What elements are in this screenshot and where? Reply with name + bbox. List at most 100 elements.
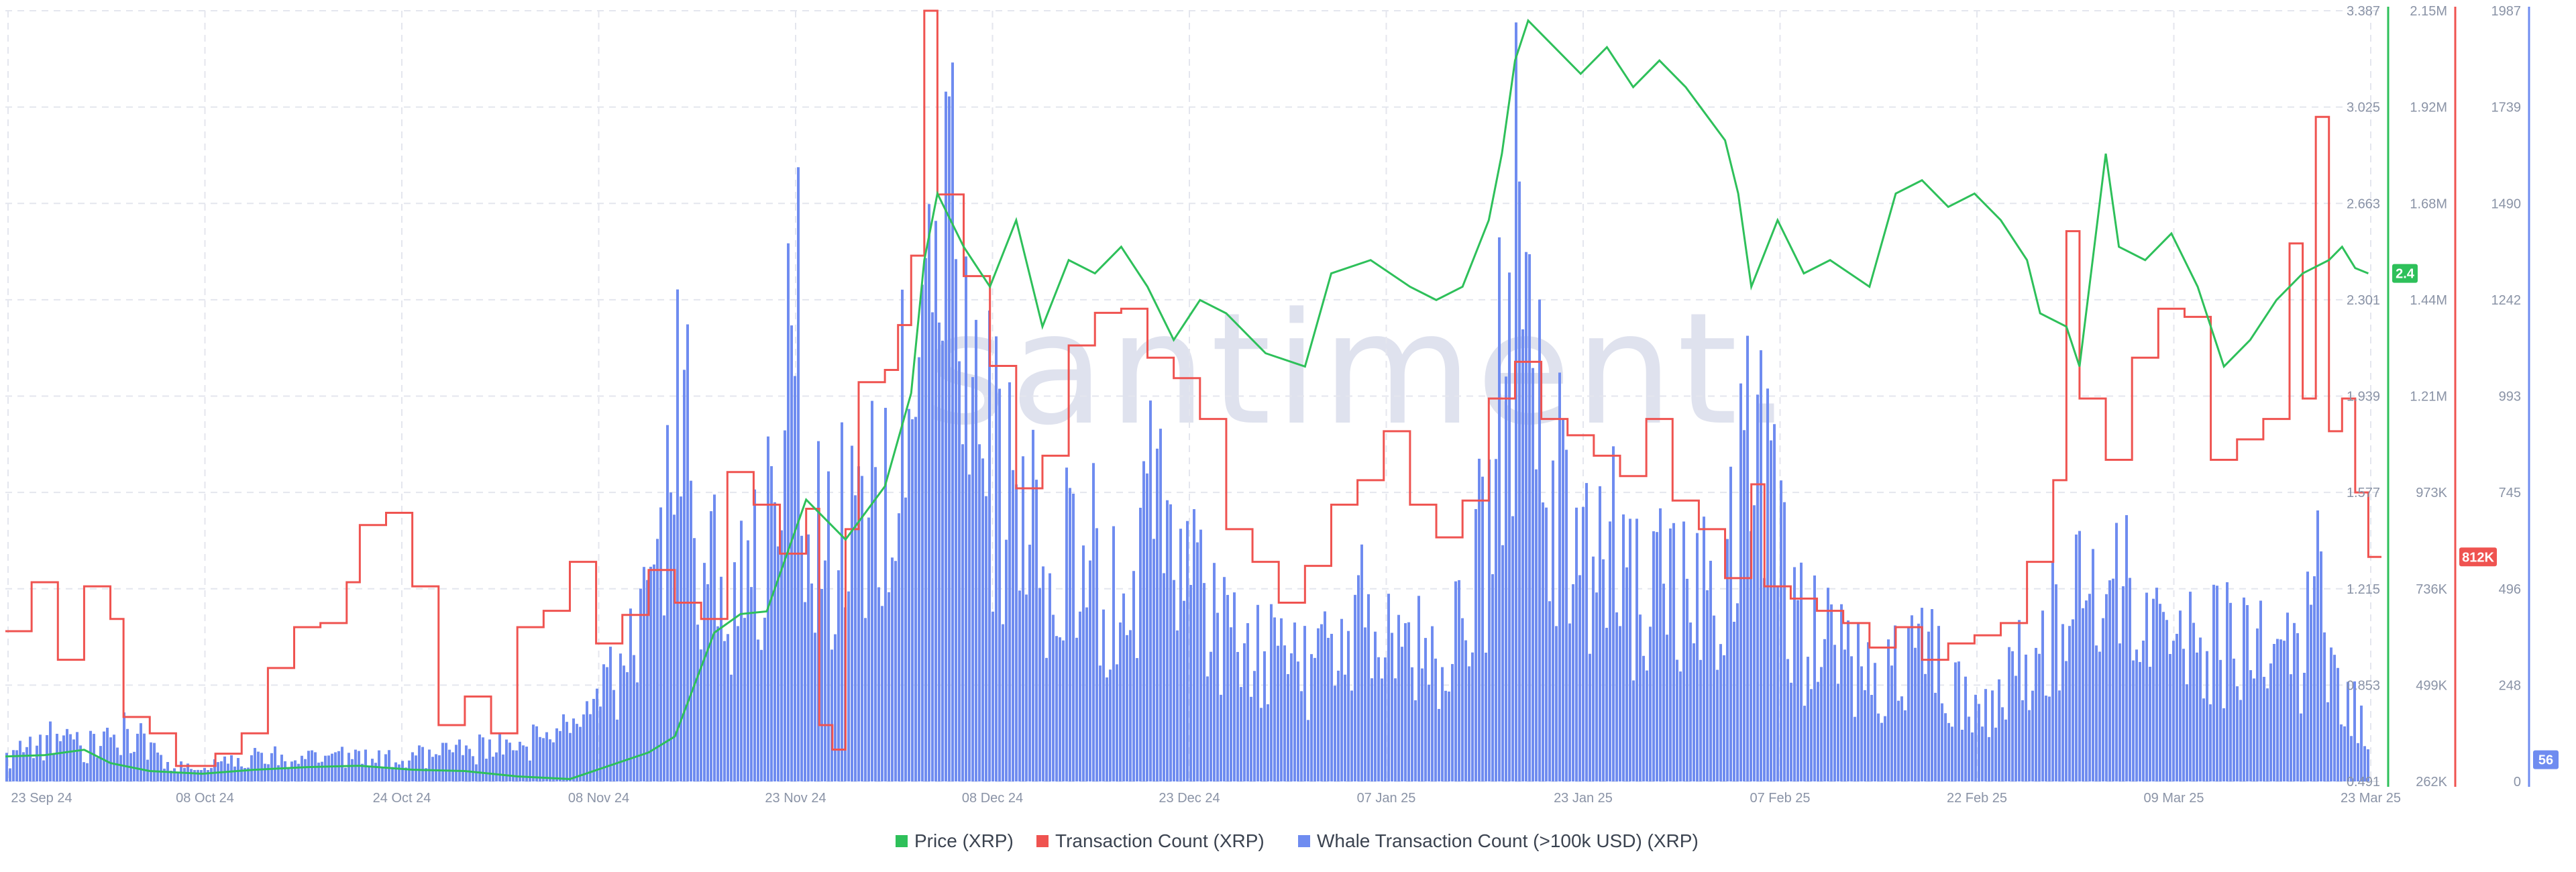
whale-bar [39,734,42,781]
whale-bar [1434,658,1437,781]
whale-bar [706,584,709,781]
whale-bar [1354,594,1356,781]
whale-bar [1615,612,1618,781]
whale-bar [592,698,595,781]
whale-bar [1038,588,1041,781]
whale-bar [1250,696,1252,781]
whale-bar [576,724,578,781]
whale-tick-label: 1739 [2491,101,2522,115]
whale-bar [1350,690,1353,781]
whale-bar [1116,664,1118,781]
whale-bar [891,557,894,781]
x-tick-label: 09 Mar 25 [2143,791,2204,806]
whale-bar [934,221,937,781]
whale-bar [1196,542,1199,781]
whale-bar [924,258,927,781]
whale-bar [773,502,776,781]
whale-bar [884,408,887,781]
whale-bar [2310,604,2312,781]
whale-bar [1625,567,1628,781]
whale-bar [1451,663,1454,781]
whale-bar [1146,473,1148,781]
whale-bar [1874,663,1876,781]
whale-bar [321,761,323,781]
whale-bar [1542,502,1544,781]
whale-bar [254,748,256,781]
whale-bar [1642,655,1645,781]
transaction-count-series [5,9,2381,767]
whale-bar [1193,509,1195,781]
whale-bar [1344,674,1346,781]
whale-bar [653,564,655,781]
whale-bar [478,734,481,781]
whale-bar [971,377,974,781]
whale-bar [203,767,206,781]
whale-bar [1900,696,1903,781]
whale-bar [522,745,525,781]
whale-bar [1545,507,1548,781]
whale-bar [260,753,263,781]
whale-bar [150,742,152,781]
whale-bar [42,760,45,781]
whale-bar [2290,674,2292,781]
whale-bar [784,430,786,781]
price-tick-label: 0.491 [2347,775,2380,789]
whale-bar [1052,614,1055,781]
legend-swatch [1298,835,1310,847]
whale-bar [2031,690,2034,781]
whale-bar [2072,619,2074,781]
whale-bar [539,737,541,781]
whale-bar [193,769,196,781]
whale-bar [673,514,676,781]
whale-bar [2179,610,2182,781]
whale-bar [1934,692,1937,781]
whale-bar [1880,722,1883,781]
whale-bar [1015,484,1018,781]
whale-bar [690,480,692,781]
whale-bar [874,467,877,781]
whale-bar [2326,702,2329,781]
whale-bar [2256,628,2259,781]
whale-bar [264,763,266,781]
whale-bar [415,755,417,781]
whale-bar [1830,604,1833,781]
whale-bar [1854,716,1856,781]
whale-bar [730,674,733,781]
whale-bar [2186,684,2188,781]
whale-bar [498,734,501,781]
whale-bar [1599,486,1601,781]
whale-bar [1210,651,1212,781]
whale-bar [2162,612,2165,781]
whale-bar [777,546,780,781]
whale-bar [1085,607,1088,781]
whale-bar [1736,603,1739,781]
whale-bar [233,766,236,781]
whale-bar [301,755,303,781]
whale-tick-label: 993 [2499,390,2521,404]
whale-bar [1233,592,1236,781]
whale-bar [586,701,588,781]
whale-bar [394,762,397,781]
whale-bar [2145,592,2148,781]
whale-bar [1129,630,1132,781]
whale-bar [29,737,32,781]
whale-bar [978,444,981,781]
whale-bar [1461,618,1464,781]
whale-bar [1927,631,1930,781]
whale-bar [757,639,759,781]
whale-bar [515,750,518,781]
whale-bar [2209,704,2212,781]
whale-bar [1709,561,1712,781]
whale-bar [19,741,21,781]
whale-bar [1827,588,1829,781]
whale-tick-label: 1490 [2491,197,2522,211]
whale-bar [2219,659,2222,781]
whale-bar [1300,691,1303,781]
whale-bar [1253,671,1256,781]
tx_count-tick-label: 1.21M [2410,390,2447,404]
whale-bar [1246,623,1249,781]
whale-bar [948,96,951,781]
whale-bar [1330,633,1333,781]
whale-bar [854,495,857,781]
whale-bar [723,641,726,781]
